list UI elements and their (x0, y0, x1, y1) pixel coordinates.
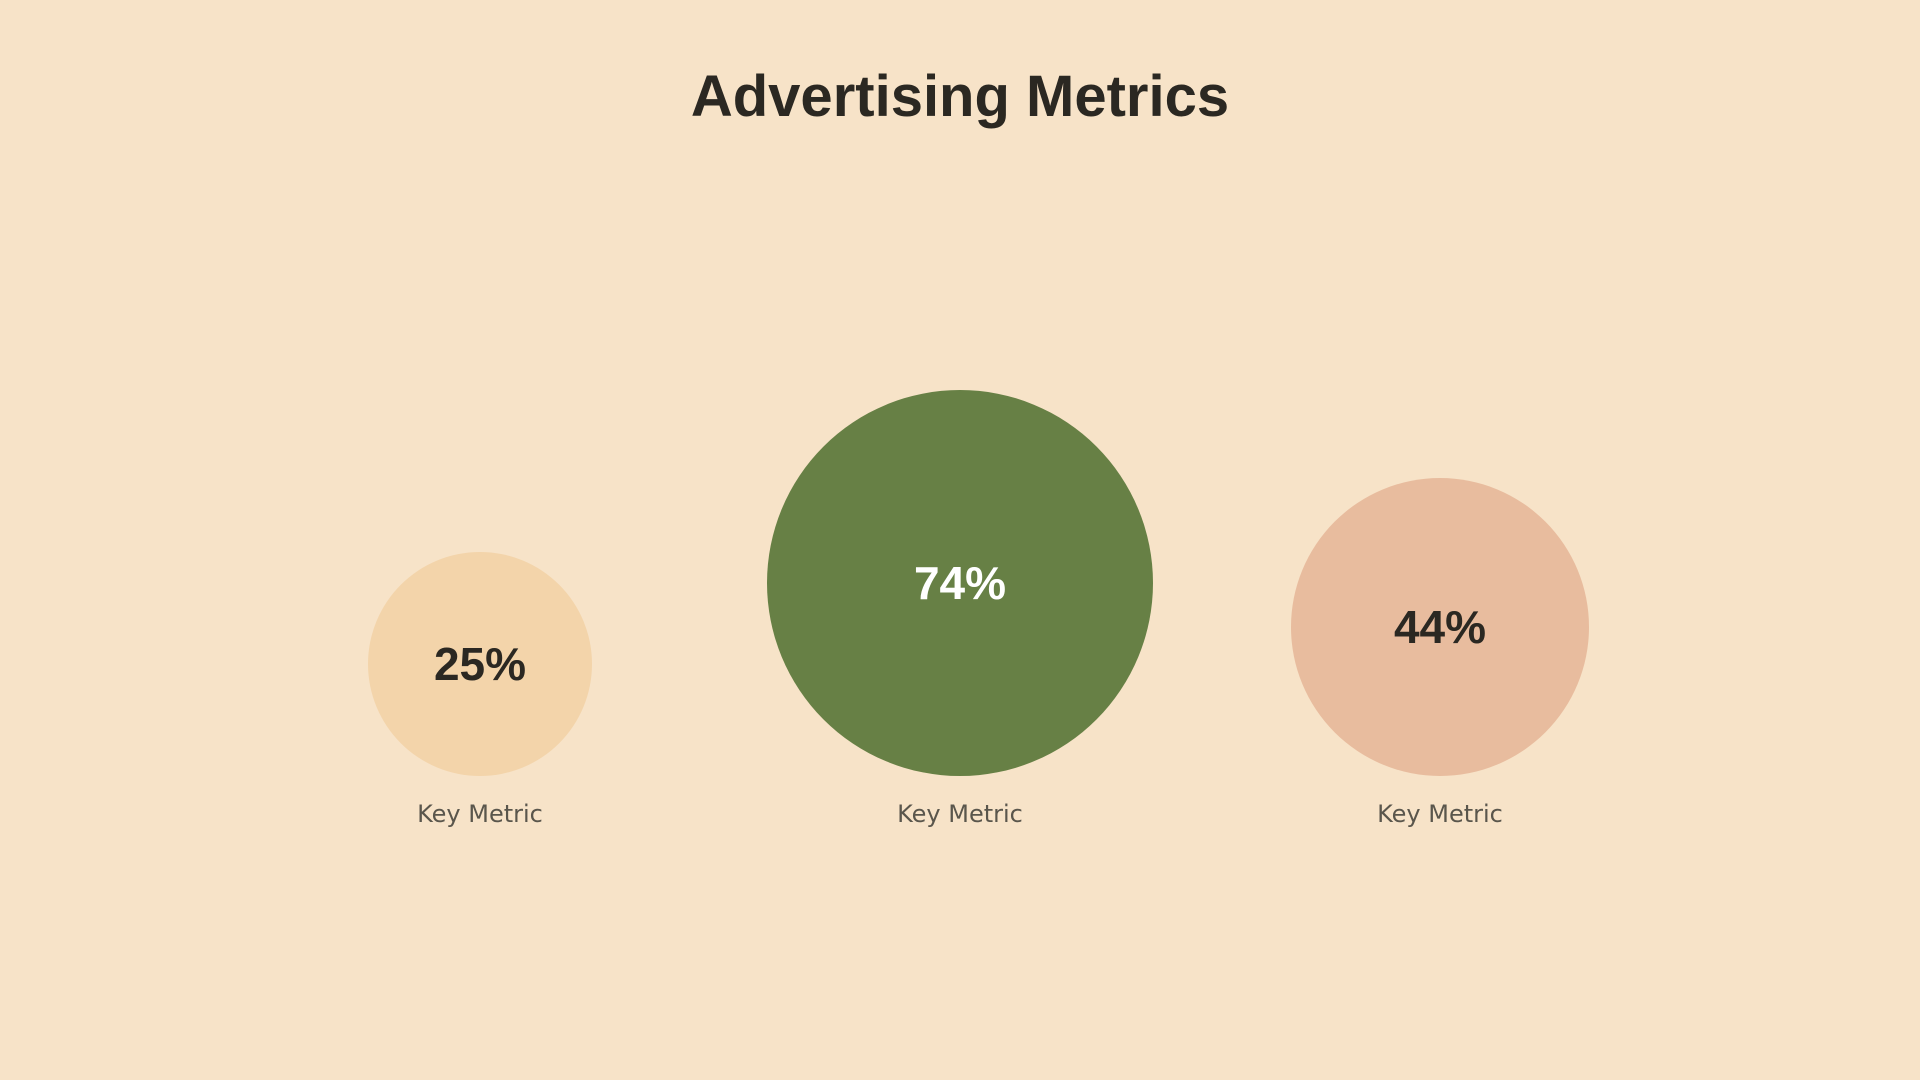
metric-value: 74% (913, 557, 1007, 609)
metric-label: Key Metric (1377, 800, 1503, 828)
metric-value: 25% (433, 638, 527, 690)
metric-label: Key Metric (897, 800, 1023, 828)
metric-bubble: 25% (368, 552, 592, 776)
metric-bubble: 44% (1291, 478, 1589, 776)
metric-label: Key Metric (417, 800, 543, 828)
metric-bubble: 74% (767, 390, 1153, 776)
metric-value: 44% (1393, 601, 1487, 653)
chart-title: Advertising Metrics (690, 64, 1230, 129)
